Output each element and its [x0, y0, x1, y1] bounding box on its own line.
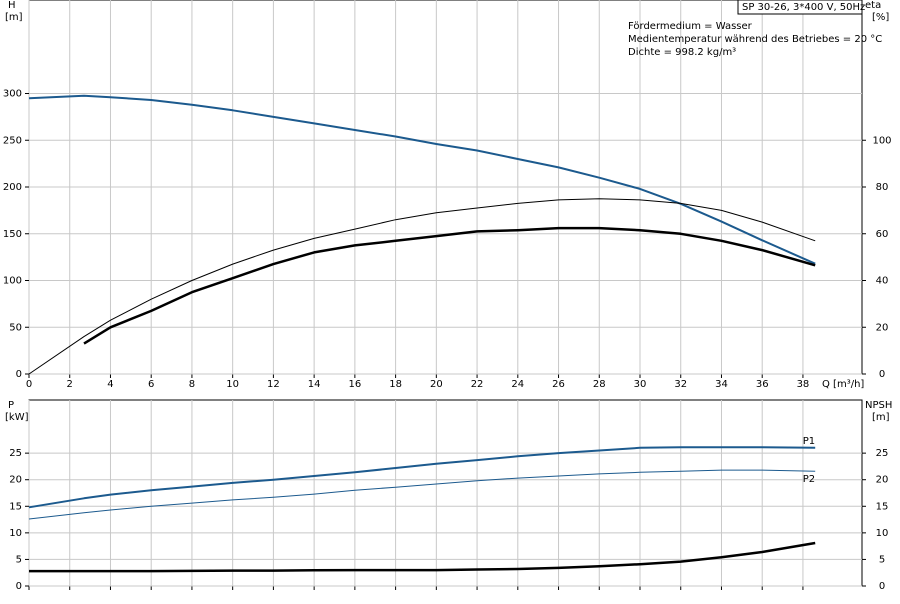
y2-tick-label: 20 — [876, 322, 889, 333]
y-axis-unit: [m] — [5, 12, 23, 23]
series-line — [28, 469, 816, 520]
x-tick-label: 12 — [267, 379, 280, 390]
y-tick-label: 100 — [3, 276, 22, 287]
y-tick-label: 0 — [16, 369, 22, 380]
y2-axis-unit: [m] — [872, 412, 890, 423]
y2-tick-label: 20 — [876, 475, 889, 486]
y2-tick-label: 40 — [876, 276, 889, 287]
y2-tick-label: 0 — [879, 581, 885, 592]
x-tick-label: 28 — [593, 379, 606, 390]
x-tick-label: 6 — [148, 379, 154, 390]
y-tick-label: 150 — [3, 229, 22, 240]
y-tick-label: 0 — [16, 581, 22, 592]
x-tick-label: 36 — [756, 379, 769, 390]
x-tick-label: 18 — [389, 379, 402, 390]
x-tick-label: 4 — [107, 379, 113, 390]
x-tick-label: 26 — [552, 379, 565, 390]
series-line — [28, 198, 816, 375]
x-tick-label: 14 — [308, 379, 321, 390]
y2-tick-label: 60 — [876, 229, 889, 240]
y2-tick-label: 0 — [879, 369, 885, 380]
x-tick-label: 30 — [634, 379, 647, 390]
y-tick-label: 20 — [9, 475, 22, 486]
y-tick-label: 25 — [9, 448, 22, 459]
y2-tick-label: 15 — [876, 501, 889, 512]
x-tick-label: 10 — [226, 379, 239, 390]
model-box — [737, 0, 863, 15]
x-tick-label: 0 — [26, 379, 32, 390]
y-tick-label: 250 — [3, 135, 22, 146]
x-tick-label: 2 — [67, 379, 73, 390]
annotation: Medientemperatur während des Betriebes =… — [628, 34, 882, 45]
y2-tick-label: 25 — [876, 448, 889, 459]
x-tick-label: 16 — [349, 379, 362, 390]
x-tick-label: 8 — [189, 379, 195, 390]
y-tick-label: 10 — [9, 528, 22, 539]
model-label: SP 30-26, 3*400 V, 50Hz — [742, 2, 865, 13]
series-label: P1 — [803, 436, 815, 447]
x-tick-label: 22 — [471, 379, 484, 390]
x-tick-label: 38 — [797, 379, 810, 390]
series-line — [28, 94, 816, 265]
y2-tick-label: 80 — [876, 182, 889, 193]
y-tick-label: 15 — [9, 501, 22, 512]
series-label: P2 — [803, 474, 815, 485]
y-axis-unit: [kW] — [5, 412, 29, 423]
y-tick-label: 200 — [3, 182, 22, 193]
y2-axis-label: NPSH — [865, 400, 892, 411]
x-tick-label: 32 — [674, 379, 687, 390]
x-tick-label: 34 — [715, 379, 728, 390]
series-line — [28, 446, 816, 509]
y-axis-label: H — [8, 0, 16, 11]
x-tick-label: 24 — [511, 379, 524, 390]
y2-tick-label: 10 — [876, 528, 889, 539]
plot-frame — [28, 399, 863, 587]
annotation: Dichte = 998.2 kg/m³ — [628, 47, 736, 58]
y2-tick-label: 100 — [872, 135, 891, 146]
annotation: Fördermedium = Wasser — [628, 21, 753, 32]
y2-tick-label: 5 — [879, 554, 885, 565]
y2-axis-label: eta — [865, 0, 881, 11]
y-tick-label: 5 — [16, 554, 22, 565]
series-line — [29, 541, 816, 573]
y-tick-label: 300 — [3, 89, 22, 100]
series-line — [83, 226, 816, 345]
y-axis-label: P — [8, 400, 14, 411]
x-axis-label: Q [m³/h] — [822, 379, 864, 390]
y-tick-label: 50 — [9, 322, 22, 333]
x-tick-label: 20 — [430, 379, 443, 390]
y2-axis-unit: [%] — [872, 12, 889, 23]
